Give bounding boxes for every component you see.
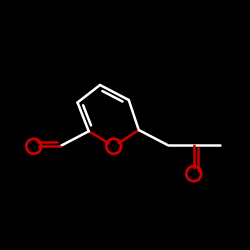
Circle shape bbox=[30, 142, 38, 150]
Circle shape bbox=[190, 170, 198, 178]
Circle shape bbox=[110, 142, 118, 150]
